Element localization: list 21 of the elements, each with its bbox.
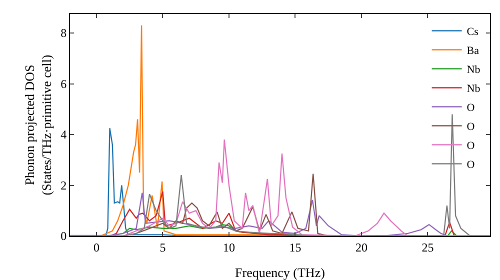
legend-label: O bbox=[466, 140, 475, 152]
y-tick-label: 0 bbox=[60, 229, 67, 244]
y-tick-label: 2 bbox=[60, 178, 67, 192]
legend-label: O bbox=[466, 159, 475, 172]
x-tick-label: 10 bbox=[222, 240, 235, 254]
legend-label: Nb bbox=[466, 64, 481, 76]
x-tick-label: 0 bbox=[94, 240, 100, 254]
x-tick-label: 25 bbox=[422, 240, 434, 254]
legend-label: O bbox=[466, 102, 475, 114]
y-axis-title: Phonon projected DOS (States/THz·primitive cell) bbox=[22, 54, 54, 196]
x-tick-label: 15 bbox=[289, 240, 302, 254]
y-tick-label: 8 bbox=[60, 26, 67, 40]
y-tick-label: 4 bbox=[60, 128, 67, 142]
x-axis-title: Frequency (THz) bbox=[235, 265, 325, 280]
legend-label: Ba bbox=[466, 45, 480, 58]
legend-label: Cs bbox=[466, 26, 478, 38]
x-tick-label: 20 bbox=[355, 240, 368, 254]
y-tick-label: 6 bbox=[60, 76, 67, 91]
x-tick-label: 5 bbox=[160, 240, 166, 254]
legend-label: O bbox=[466, 121, 475, 134]
legend-label: Nb bbox=[466, 83, 481, 96]
